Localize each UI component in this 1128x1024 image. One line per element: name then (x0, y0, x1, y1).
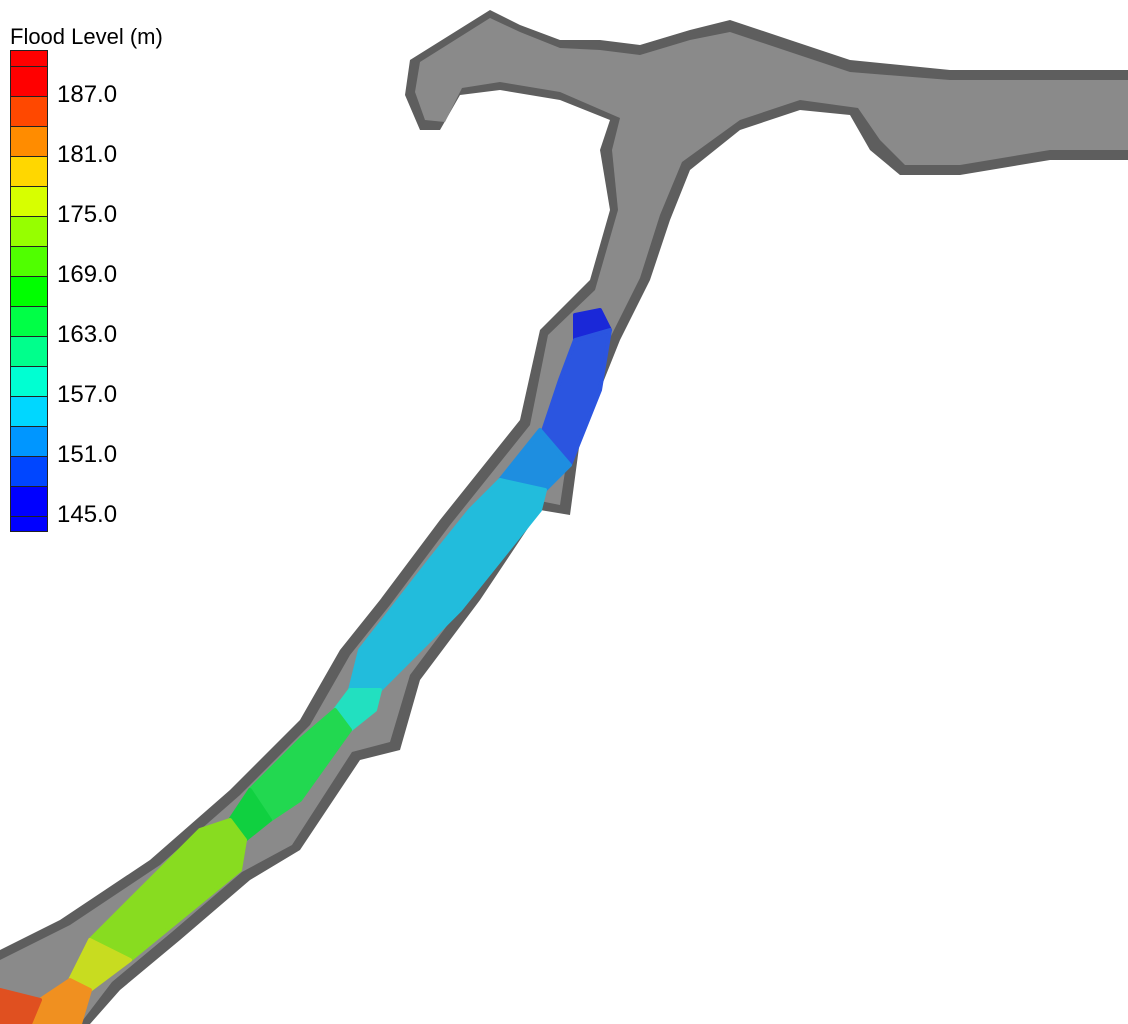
legend-tick-label: 145.0 (57, 501, 118, 528)
legend-band (11, 396, 47, 426)
legend-band (11, 216, 47, 246)
legend-band (11, 156, 47, 186)
legend-tick-label: 181.0 (57, 141, 118, 168)
legend-band (11, 96, 47, 126)
legend-tick-label: 187.0 (57, 81, 118, 108)
legend: Flood Level (m) 187.0 181.0 175.0 169.0 163.… (0, 0, 200, 540)
flood-segment (0, 988, 42, 1024)
legend-band (11, 336, 47, 366)
legend-band (11, 51, 47, 66)
legend-band (11, 126, 47, 156)
legend-band (11, 426, 47, 456)
flood-extent (0, 308, 612, 1024)
legend-title: Flood Level (m) (10, 24, 163, 49)
legend-band (11, 486, 47, 516)
legend-tick-label: 163.0 (57, 321, 118, 348)
legend-tick-label: 157.0 (57, 381, 118, 408)
legend-band (11, 186, 47, 216)
flood-segment (333, 688, 382, 732)
legend-tick-label: 151.0 (57, 441, 118, 468)
legend-band (11, 306, 47, 336)
legend-tick-label: 175.0 (57, 201, 118, 228)
color-bar (10, 50, 48, 532)
legend-band (11, 246, 47, 276)
legend-band (11, 366, 47, 396)
legend-tick-label: 169.0 (57, 261, 118, 288)
legend-band (11, 456, 47, 486)
flood-segment (28, 978, 92, 1024)
legend-band (11, 516, 47, 531)
legend-band (11, 276, 47, 306)
legend-band (11, 66, 47, 96)
